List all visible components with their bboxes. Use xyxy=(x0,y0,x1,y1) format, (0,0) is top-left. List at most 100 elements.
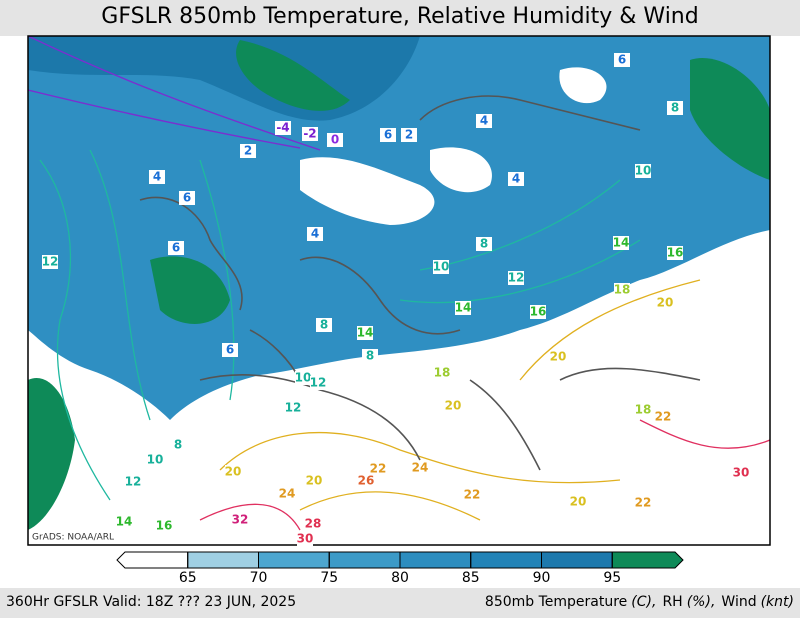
contour-label: 14 xyxy=(116,515,133,529)
contour-label-bg xyxy=(550,350,566,364)
contour-label-bg xyxy=(295,371,311,385)
contour-label: 14 xyxy=(613,236,630,250)
contour-label-bg xyxy=(614,53,630,67)
contour-label: 20 xyxy=(225,465,242,479)
contour-label: 22 xyxy=(370,462,387,476)
contour-label: 6 xyxy=(226,343,234,357)
contour-label: 0 xyxy=(331,133,339,147)
contour-label-bg xyxy=(147,453,163,467)
contour-label: 32 xyxy=(232,513,249,527)
footer-right-part: (C), xyxy=(631,594,656,610)
colorbar-segment xyxy=(116,551,189,569)
contour-label: 30 xyxy=(297,532,314,546)
contour-label-bg xyxy=(306,474,322,488)
colorbar-label: 95 xyxy=(603,570,621,586)
contour-label: 16 xyxy=(530,305,547,319)
dry-area xyxy=(300,157,435,225)
credit: GrADS: NOAA/ARL xyxy=(32,533,114,543)
contour-label: 8 xyxy=(480,237,488,251)
contour-label-bg xyxy=(657,296,673,310)
colorbar-label: 75 xyxy=(320,570,338,586)
contour-label-bg xyxy=(635,164,651,178)
contour-label: 4 xyxy=(153,170,161,184)
contour-label: 14 xyxy=(455,301,472,315)
contour-label: 8 xyxy=(366,349,374,363)
dry-area xyxy=(430,147,492,193)
contour-label: 20 xyxy=(550,350,567,364)
contour-label: 22 xyxy=(655,410,672,424)
contour-line xyxy=(199,419,770,531)
contour-label-bg xyxy=(445,399,461,413)
saturated-area xyxy=(28,378,75,530)
colorbar-segment xyxy=(328,551,401,569)
contour-label: 16 xyxy=(156,519,173,533)
contour-label-bg xyxy=(464,488,480,502)
contour-label-bg xyxy=(179,191,195,205)
contour-label-bg xyxy=(310,376,326,390)
contour-label-bg xyxy=(508,271,524,285)
contour-label-bg xyxy=(116,515,132,529)
contour-label-bg xyxy=(667,101,683,115)
title: GFSLR 850mb Temperature, Relative Humidi… xyxy=(101,4,698,29)
contour-label-bg xyxy=(316,318,332,332)
colorbar-label: 90 xyxy=(533,570,551,586)
footer-right-part: RH xyxy=(662,594,682,610)
footer-right: 850mb Temperature (C), RH (%), Wind (knt) xyxy=(485,594,794,610)
contour-label: 10 xyxy=(147,453,164,467)
contour-label-bg xyxy=(434,366,450,380)
contour-label-bg xyxy=(168,241,184,255)
contour-label: 30 xyxy=(733,466,750,480)
contour-label: 8 xyxy=(174,438,182,452)
contour-label-bg xyxy=(530,305,546,319)
contour-label: 18 xyxy=(614,283,631,297)
contour-label-bg xyxy=(302,127,318,141)
contour-label-bg xyxy=(327,133,343,147)
contour-label: 16 xyxy=(667,246,684,260)
contour-label: 6 xyxy=(384,128,392,142)
colorbar-segment xyxy=(470,551,542,569)
contour-label-bg xyxy=(455,301,471,315)
contour-label-bg xyxy=(170,438,186,452)
title-bar xyxy=(0,0,800,36)
contour-label: 10 xyxy=(295,371,312,385)
colorbar-label: 65 xyxy=(179,570,197,586)
contour-label-bg xyxy=(225,465,241,479)
map-frame xyxy=(27,35,771,546)
map-area: GrADS: NOAA/ARL xyxy=(28,36,770,545)
contour-label-bg xyxy=(156,519,172,533)
contour-label: 10 xyxy=(635,164,652,178)
contour-label-bg xyxy=(733,466,749,480)
contour-label: 10 xyxy=(433,260,450,274)
contour-label-bg xyxy=(667,246,683,260)
contour-label: 8 xyxy=(320,318,328,332)
colorbar-label: 80 xyxy=(391,570,409,586)
contour-label-bg xyxy=(240,144,256,158)
contour-label: 22 xyxy=(635,496,652,510)
contour-label: 2 xyxy=(405,128,413,142)
contour-label: 12 xyxy=(310,376,327,390)
contour-label: 20 xyxy=(306,474,323,488)
contour-label: 2 xyxy=(244,144,252,158)
contour-label-bg xyxy=(125,475,141,489)
contour-label: 8 xyxy=(671,101,679,115)
saturated-area xyxy=(150,256,230,324)
contour-label-bg xyxy=(613,236,629,250)
contour-label-bg xyxy=(297,532,313,546)
colorbar-label: 70 xyxy=(250,570,268,586)
footer-bar xyxy=(0,588,800,618)
contour-label-bg xyxy=(275,121,291,135)
colorbar: 65 70 75 80 85 90 95 xyxy=(116,551,684,586)
contour-label-bg xyxy=(614,283,630,297)
contour-label: 28 xyxy=(305,517,322,531)
contour-label-bg xyxy=(358,474,374,488)
contour-label-bg xyxy=(362,349,378,363)
contour-label-bg xyxy=(305,517,321,531)
contour-label: 20 xyxy=(570,495,587,509)
contour-label: -2 xyxy=(303,127,316,141)
contour-label: 18 xyxy=(635,403,652,417)
contour-line xyxy=(39,149,641,501)
contour-label-bg xyxy=(401,128,417,142)
contour-label-bg xyxy=(508,172,524,186)
contour-label: 12 xyxy=(42,255,59,269)
